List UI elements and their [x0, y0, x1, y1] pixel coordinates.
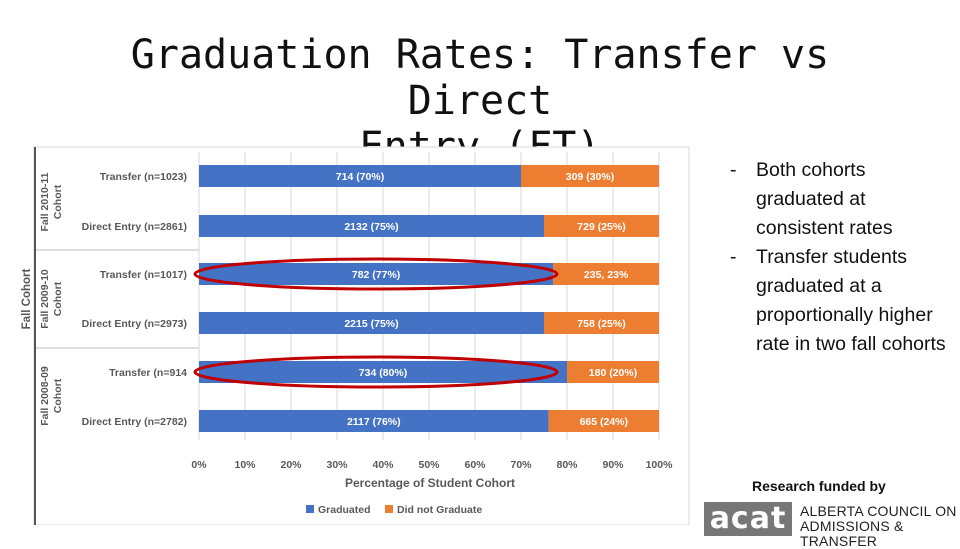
category-label: Direct Entry (n=2782) — [82, 416, 187, 428]
category-label: Direct Entry (n=2973) — [82, 318, 187, 330]
bullet-item: - Transfer students graduated at a propor… — [728, 243, 953, 359]
x-tick-label: 0% — [191, 459, 207, 471]
y-axis-title: Fall Cohort — [21, 268, 33, 329]
group-label: Fall 2009-10 — [39, 269, 51, 329]
group-label: Fall 2008-09 — [39, 366, 51, 426]
group-label-suffix: Cohort — [52, 184, 64, 219]
x-axis-title: Percentage of Student Cohort — [345, 476, 515, 490]
legend-swatch-not-graduated — [385, 505, 393, 513]
logo-line: ALBERTA COUNCIL ON — [800, 503, 957, 519]
x-tick-label: 20% — [280, 459, 302, 471]
bar-graduated — [199, 215, 544, 237]
chart-panel — [33, 146, 690, 525]
highlight-ellipse — [193, 355, 559, 389]
x-tick-label: 90% — [602, 459, 624, 471]
bar-not-graduated — [548, 410, 659, 432]
highlight-ellipse — [193, 257, 559, 291]
x-tick-label: 10% — [234, 459, 256, 471]
bar-graduated — [199, 263, 554, 285]
legend-label-not-graduated: Did not Graduate — [397, 504, 482, 516]
data-label-graduated: 2117 (76%) — [347, 416, 401, 428]
legend-label-graduated: Graduated — [318, 504, 371, 516]
data-label-not-graduated: 665 (24%) — [580, 416, 628, 428]
bar-not-graduated — [544, 215, 659, 237]
acat-logo-mark: acat — [704, 502, 792, 536]
slide-title: Graduation Rates: Transfer vs Direct Ent… — [60, 32, 900, 170]
funded-label: Research funded by — [752, 478, 886, 494]
bar-graduated — [199, 361, 567, 383]
bullet-text: Transfer students graduated at a proport… — [756, 246, 946, 355]
data-label-not-graduated: 235, 23% — [584, 269, 629, 281]
bullet-text: Both cohorts graduated at consistent rat… — [756, 159, 893, 239]
bar-not-graduated — [567, 361, 659, 383]
bar-graduated — [199, 165, 521, 187]
group-label-suffix: Cohort — [52, 281, 64, 316]
data-label-graduated: 2132 (75%) — [344, 221, 398, 233]
data-label-graduated: 734 (80%) — [359, 367, 407, 379]
logo-line: ADMISSIONS & TRANSFER — [800, 518, 904, 549]
graduation-rate-chart: 0% 10% 20% 30% 40% 50% 60% 70% 80% 90% 100% 714 (70… — [21, 146, 690, 525]
x-tick-label: 70% — [510, 459, 532, 471]
data-label-not-graduated: 180 (20%) — [589, 367, 637, 379]
chart-left-edge — [34, 147, 36, 525]
x-tick-label: 60% — [464, 459, 486, 471]
acat-logo: acat ALBERTA COUNCIL ON ADMISSIONS & TRA… — [700, 492, 960, 549]
bullet-item: - Both cohorts graduated at consistent ra… — [728, 156, 953, 243]
category-label: Transfer (n=1017) — [100, 269, 187, 281]
bar-not-graduated — [521, 165, 659, 187]
data-label-graduated: 2215 (75%) — [344, 318, 398, 330]
category-label: Direct Entry (n=2861) — [82, 221, 187, 233]
bullet-list: - Both cohorts graduated at consistent ra… — [728, 156, 953, 359]
group-label-suffix: Cohort — [52, 378, 64, 413]
x-tick-label: 30% — [326, 459, 348, 471]
category-label: Transfer (n=1023) — [100, 171, 187, 183]
x-tick-label: 100% — [646, 459, 674, 471]
bullet-dash: - — [730, 246, 737, 268]
bar-not-graduated — [553, 263, 659, 285]
category-label: Transfer (n=914 — [109, 367, 187, 379]
data-label-graduated: 782 (77%) — [352, 269, 400, 281]
legend-swatch-graduated — [306, 505, 314, 513]
acat-logo-text: ALBERTA COUNCIL ON ADMISSIONS & TRANSFER — [800, 504, 960, 549]
bullet-dash: - — [730, 159, 737, 181]
title-line-1: Graduation Rates: Transfer vs Direct — [130, 32, 830, 124]
data-label-not-graduated: 729 (25%) — [577, 221, 625, 233]
bar-graduated — [199, 312, 544, 334]
group-label: Fall 2010-11 — [39, 172, 51, 231]
x-tick-label: 80% — [556, 459, 578, 471]
bar-graduated — [199, 410, 549, 432]
bar-not-graduated — [544, 312, 659, 334]
data-label-not-graduated: 758 (25%) — [577, 318, 625, 330]
x-tick-label: 50% — [418, 459, 440, 471]
data-label-not-graduated: 309 (30%) — [566, 171, 614, 183]
x-tick-label: 40% — [372, 459, 394, 471]
data-label-graduated: 714 (70%) — [336, 171, 384, 183]
